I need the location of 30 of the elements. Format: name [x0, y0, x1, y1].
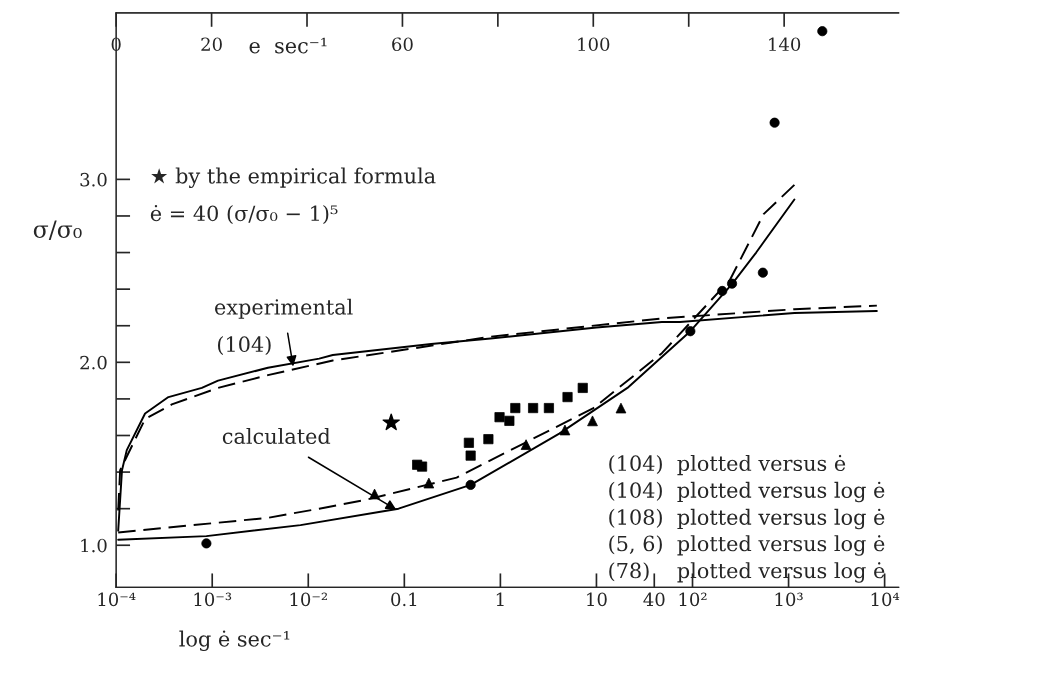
y-tick-label: 3.0 [80, 172, 107, 187]
x-tick-label: 10⁻² [290, 592, 328, 607]
x2-tick-label: 20 [201, 37, 222, 52]
annotation: experimental [215, 298, 353, 319]
x2-axis-title: e sec⁻¹ [249, 37, 327, 54]
x-tick-label: 10⁴ [871, 592, 900, 607]
annotation: (108) plotted versus log ė [609, 508, 885, 530]
annotation: calculated [222, 427, 331, 445]
y-axis-title: σ/σ₀ [33, 220, 82, 240]
annotation: (78) plotted versus log ė [609, 562, 885, 583]
x2-tick-label: 60 [392, 37, 413, 52]
x-tick-label: 10 [587, 592, 607, 607]
y-tick-label: 1.0 [81, 538, 107, 553]
annotation: (104) [217, 335, 271, 356]
x-tick-label: 40 [643, 592, 665, 607]
x-tick-label: 0.1 [391, 592, 417, 607]
x2-tick-label: 140 [769, 37, 801, 52]
annotation: (5, 6) plotted versus log ė [609, 535, 885, 556]
annotation: ė = 40 (σ/σ₀ − 1)⁵ [150, 204, 338, 225]
x2-tick-label: 100 [578, 37, 610, 52]
annotation: ★ by the empirical formula [151, 167, 436, 188]
y-tick-label: 2.0 [80, 355, 107, 370]
x-tick-label: 10⁻⁴ [98, 592, 136, 607]
annotation: (104) plotted versus ė [609, 454, 846, 476]
annotation: (104) plotted versus log ė [609, 481, 885, 503]
x-tick-label: 10⁻³ [194, 592, 232, 607]
x-tick-label: 10² [679, 592, 707, 607]
x-tick-label: 1 [496, 592, 504, 606]
x-tick-label: 10³ [775, 592, 803, 607]
x-axis-title: log ė sec⁻¹ [179, 630, 290, 652]
